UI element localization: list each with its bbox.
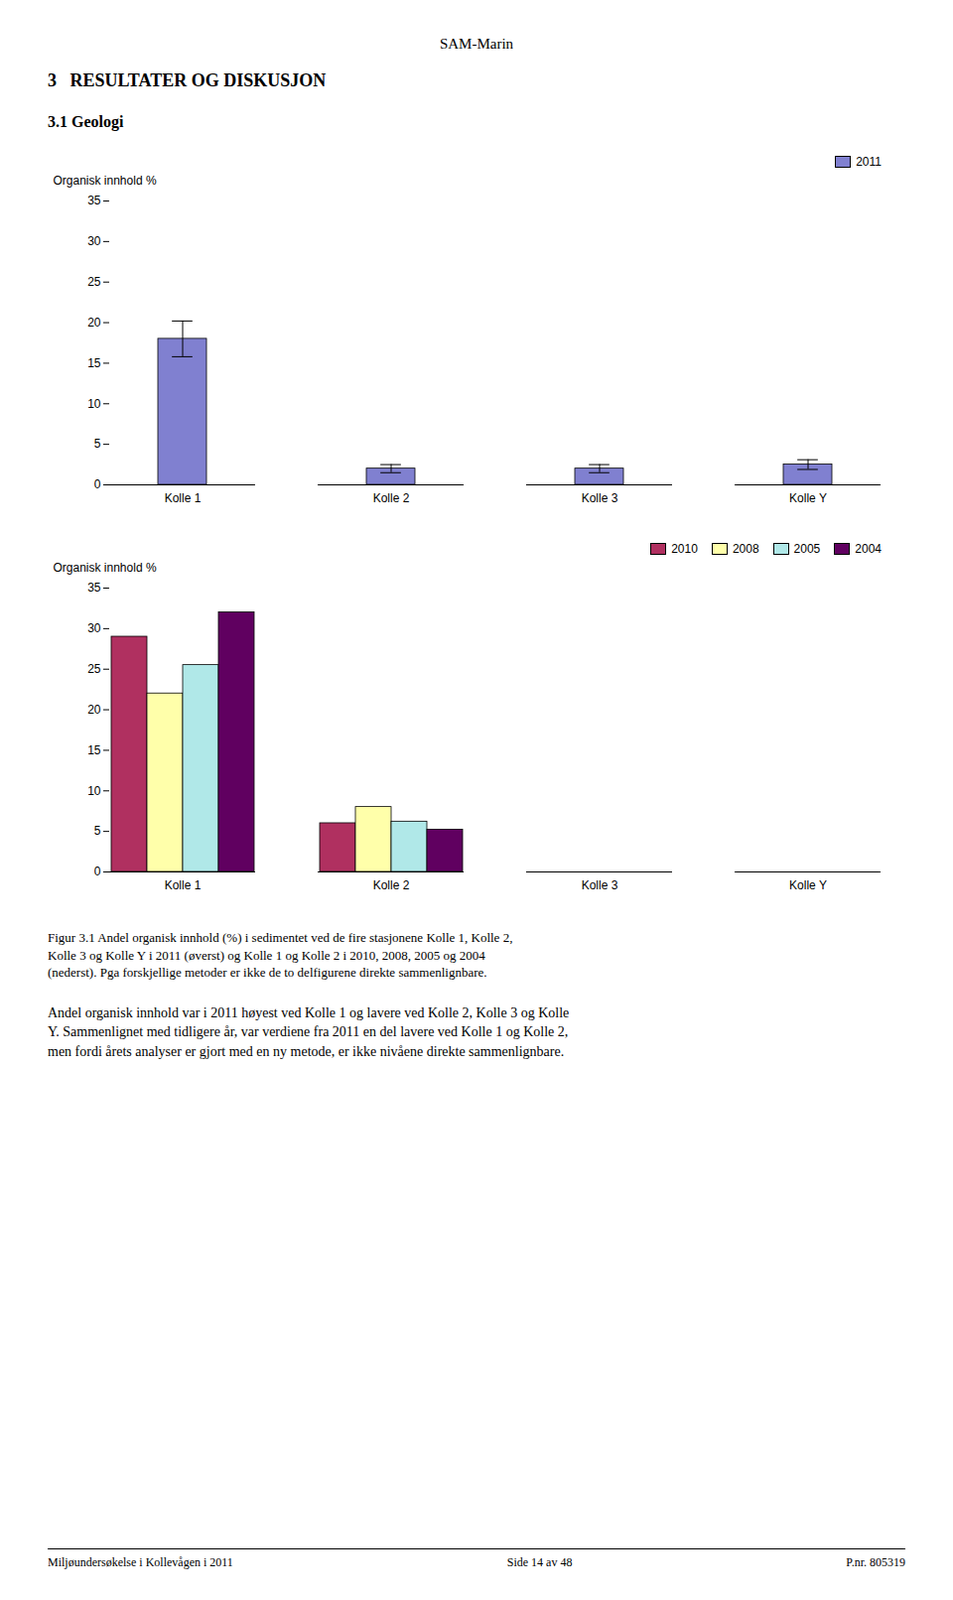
- svg-text:Kolle 2: Kolle 2: [373, 878, 410, 893]
- svg-text:10: 10: [87, 784, 102, 799]
- html-text:SAM-Marin: SAM-Marin: [439, 35, 514, 52]
- html-text:Figur 3.1 Andel organisk innho: Figur 3.1 Andel organisk innhold (%) i s…: [47, 930, 513, 980]
- html-text:2011: 2011: [855, 154, 882, 169]
- svg-text:15: 15: [87, 356, 102, 371]
- html-text:2010: 2010: [671, 542, 698, 556]
- svg-text:30: 30: [87, 234, 102, 249]
- html-text:2004: 2004: [855, 542, 882, 556]
- svg-text:Kolle 3: Kolle 3: [581, 878, 619, 893]
- svg-text:Kolle 2: Kolle 2: [373, 491, 410, 506]
- html-text:Miljøundersøkelse i Kollevågen: Miljøundersøkelse i Kollevågen i 2011: [47, 1555, 234, 1570]
- svg-text:0: 0: [94, 864, 102, 879]
- svg-text:20: 20: [87, 315, 102, 330]
- html-text:2005: 2005: [793, 542, 821, 556]
- svg-text:Organisk innhold %: Organisk innhold %: [53, 560, 157, 575]
- svg-text:15: 15: [87, 743, 102, 758]
- svg-text:Kolle Y: Kolle Y: [789, 878, 827, 893]
- html-text:P.nr. 805319: P.nr. 805319: [846, 1555, 906, 1570]
- html-text:2008: 2008: [732, 542, 760, 556]
- svg-text:20: 20: [87, 702, 102, 717]
- html-text:Side 14 av 48: Side 14 av 48: [507, 1555, 573, 1570]
- svg-text:Kolle 1: Kolle 1: [164, 491, 202, 506]
- html-text:Andel organisk innhold var i 2: Andel organisk innhold var i 2011 høyest…: [47, 1005, 570, 1060]
- svg-text:Organisk innhold %: Organisk innhold %: [53, 173, 157, 188]
- svg-text:5: 5: [94, 436, 102, 451]
- svg-text:0: 0: [94, 477, 102, 492]
- svg-text:30: 30: [87, 621, 102, 636]
- svg-text:Kolle 1: Kolle 1: [164, 878, 202, 893]
- svg-text:Kolle Y: Kolle Y: [789, 491, 827, 506]
- svg-text:25: 25: [87, 662, 102, 677]
- svg-text:5: 5: [94, 823, 102, 838]
- svg-text:35: 35: [87, 580, 102, 595]
- html-text:3 RESULTATER OG DISKUSJON: 3 RESULTATER OG DISKUSJON: [47, 70, 326, 91]
- html-text:3.1 Geologi: 3.1 Geologi: [47, 113, 124, 131]
- svg-text:35: 35: [87, 193, 102, 208]
- svg-text:25: 25: [87, 274, 102, 289]
- svg-text:10: 10: [87, 397, 102, 411]
- svg-text:Kolle 3: Kolle 3: [581, 491, 619, 506]
